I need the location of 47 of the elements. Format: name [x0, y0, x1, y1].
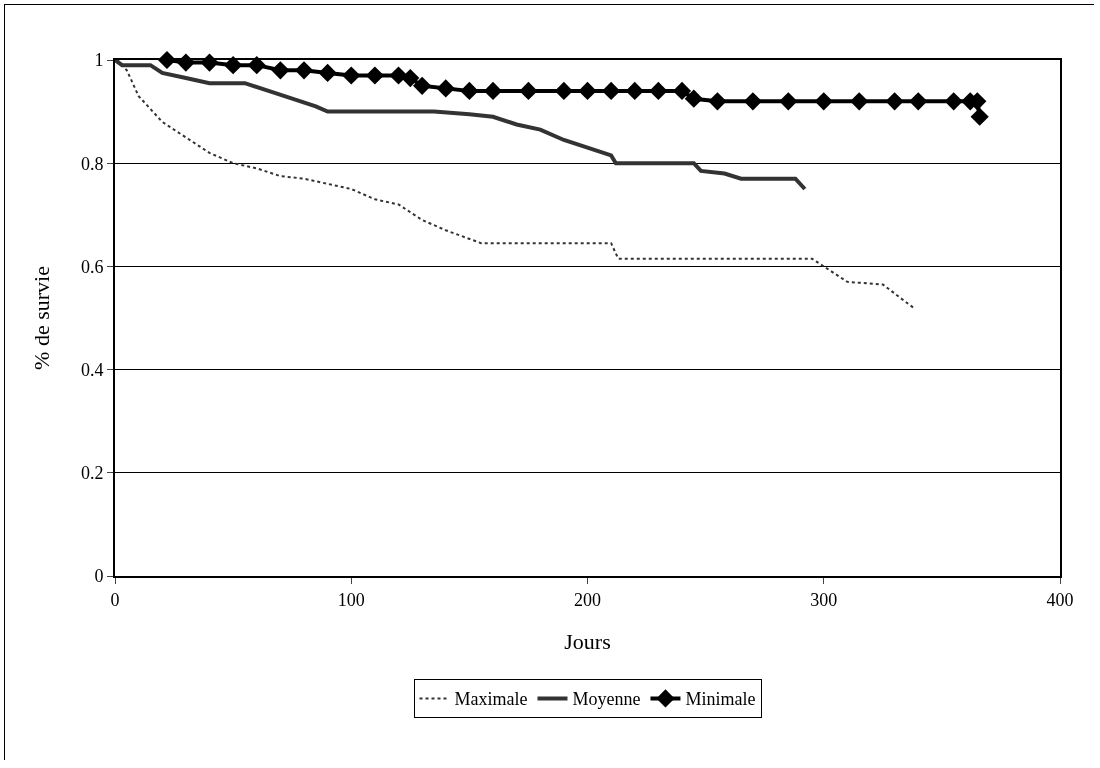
point [224, 56, 243, 75]
point [779, 92, 798, 111]
point [970, 107, 989, 126]
point [743, 92, 762, 111]
point [708, 92, 727, 111]
point [271, 61, 290, 80]
x-tick-label: 200 [574, 589, 601, 610]
x-tick-label: 100 [337, 589, 365, 610]
point [318, 63, 337, 82]
x-axis-title: Jours [564, 629, 611, 654]
point [294, 61, 314, 80]
point [814, 92, 833, 111]
point [436, 79, 455, 98]
point [413, 76, 432, 95]
point [625, 81, 644, 101]
x-tick-label: 300 [810, 589, 838, 610]
x-tick-label: 0 [110, 589, 120, 610]
y-tick-label: 0.6 [80, 256, 104, 277]
point [578, 81, 597, 101]
point [554, 81, 573, 101]
point [401, 68, 420, 88]
point [649, 81, 668, 101]
y-tick-label: 0.4 [80, 359, 104, 380]
point [483, 81, 503, 101]
point [909, 92, 928, 111]
point [602, 81, 621, 101]
point [850, 92, 869, 111]
y-tick-label: 1 [94, 50, 104, 71]
y-axis-title: % de survie [29, 266, 55, 370]
point [365, 66, 384, 85]
legend-label: Maximale [454, 689, 528, 710]
point [460, 81, 479, 101]
y-tick-label: 0.8 [80, 153, 104, 174]
point [885, 92, 904, 111]
y-tick-label: 0.2 [80, 463, 104, 484]
point [389, 66, 408, 85]
point [342, 66, 361, 85]
legend-label: Moyenne [572, 689, 641, 710]
point [944, 92, 963, 111]
point [672, 81, 692, 101]
x-tick-label: 400 [1046, 589, 1074, 610]
point [684, 89, 703, 108]
legend-label: Minimale [685, 689, 756, 710]
point [200, 53, 219, 72]
point [519, 81, 538, 101]
point [247, 56, 266, 75]
y-tick-label: 0 [94, 566, 104, 587]
